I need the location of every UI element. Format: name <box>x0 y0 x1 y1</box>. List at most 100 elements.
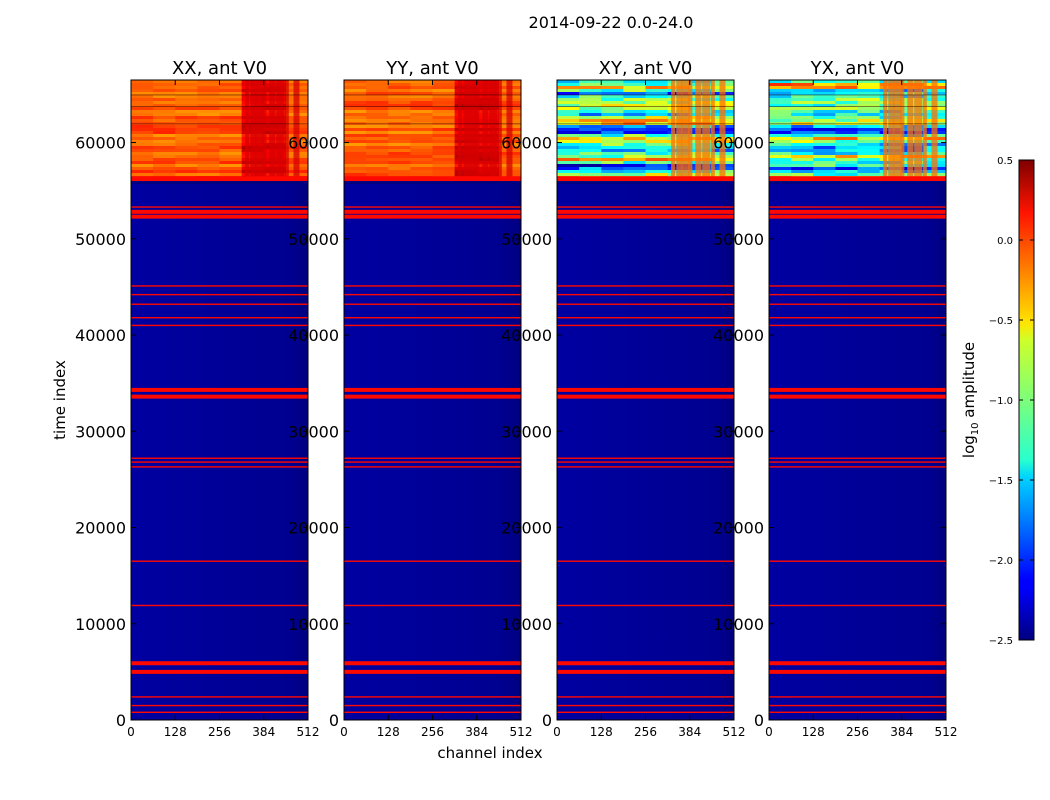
flag-line <box>131 214 308 219</box>
flag-line <box>344 696 521 698</box>
y-tick-label: 50000 <box>501 230 552 249</box>
colorbar-tick-label: 0.0 <box>997 236 1013 247</box>
flag-line <box>557 661 734 666</box>
x-tick-label: 512 <box>510 725 533 739</box>
flag-line <box>769 285 946 287</box>
flag-line <box>344 387 521 392</box>
x-tick-label: 384 <box>465 725 488 739</box>
panel-title: YX, ant V0 <box>810 58 905 79</box>
flag-line <box>131 176 308 182</box>
flag-line <box>769 661 946 666</box>
y-tick-label: 50000 <box>288 230 339 249</box>
flag-line <box>131 661 308 666</box>
x-tick-label: 512 <box>297 725 320 739</box>
flag-line <box>344 303 521 305</box>
flag-line <box>769 303 946 305</box>
y-tick-label: 40000 <box>75 326 126 345</box>
flag-line <box>131 560 308 562</box>
flag-line <box>769 560 946 562</box>
rfi-stripe <box>255 80 264 182</box>
x-tick-label: 512 <box>935 725 958 739</box>
rfi-stripe <box>458 80 463 182</box>
flag-line <box>131 669 308 674</box>
flag-line <box>557 604 734 607</box>
y-tick-label: 60000 <box>713 134 764 153</box>
flag-line <box>131 711 308 714</box>
y-tick-label: 0 <box>116 711 126 730</box>
rfi-stripe <box>284 80 289 182</box>
y-tick-label: 20000 <box>713 519 764 538</box>
y-tick-label: 40000 <box>288 326 339 345</box>
colorbar-label-rest: amplitude <box>960 342 978 423</box>
flag-line <box>131 604 308 607</box>
rfi-stripe <box>681 80 690 182</box>
flag-line <box>557 293 734 296</box>
rfi-stripe <box>497 80 502 182</box>
colorbar-label: log10 amplitude <box>960 342 981 458</box>
y-tick-label: 50000 <box>713 230 764 249</box>
flag-line <box>769 696 946 698</box>
flag-line <box>344 704 521 707</box>
flag-line <box>131 206 308 208</box>
flag-line <box>344 214 521 219</box>
flag-line <box>344 206 521 208</box>
flag-line <box>557 461 734 463</box>
band-edge <box>769 181 946 185</box>
y-tick-label: 30000 <box>713 422 764 441</box>
rfi-stripe <box>468 80 477 182</box>
flag-line <box>769 669 946 674</box>
flag-line <box>344 560 521 562</box>
flag-line <box>769 394 946 399</box>
flag-line <box>131 303 308 305</box>
x-tick-label: 512 <box>723 725 746 739</box>
panel-1: XX, ant V0 0 128 256 384 512 0 10000 20000 30000 4… <box>75 58 319 739</box>
panel-2: YY, ant V0 0 128 256 384 512 0 10000 20000 30000 4… <box>288 58 532 739</box>
y-tick-label: 0 <box>542 711 552 730</box>
flag-line <box>769 293 946 296</box>
rfi-stripe <box>883 80 888 182</box>
flag-line <box>344 176 521 182</box>
x-tick-label: 0 <box>340 725 348 739</box>
flag-line <box>131 317 308 319</box>
flag-line <box>344 317 521 319</box>
rfi-stripe <box>695 80 702 182</box>
panels-group: XX, ant V0 0 128 256 384 512 0 10000 20000 30000 4… <box>75 58 957 739</box>
flag-line <box>769 317 946 319</box>
flag-line <box>344 324 521 327</box>
flag-line <box>769 461 946 463</box>
x-tick-label: 0 <box>553 725 561 739</box>
flag-line <box>131 461 308 463</box>
x-tick-label: 384 <box>678 725 701 739</box>
y-tick-label: 20000 <box>501 519 552 538</box>
y-tick-label: 60000 <box>75 134 126 153</box>
colorbar-label-log: log <box>960 435 978 458</box>
rfi-stripe <box>245 80 250 182</box>
x-axis-label: channel index <box>437 744 542 762</box>
rfi-stripe <box>676 80 683 182</box>
flag-line <box>131 285 308 287</box>
panel-title: YY, ant V0 <box>385 58 478 79</box>
flag-line <box>769 711 946 714</box>
flag-line <box>344 711 521 714</box>
flag-line <box>557 387 734 392</box>
y-tick-label: 40000 <box>713 326 764 345</box>
y-tick-label: 60000 <box>501 134 552 153</box>
flag-line <box>131 324 308 327</box>
rfi-stripe <box>482 80 489 182</box>
flag-line <box>557 303 734 305</box>
flag-line <box>344 461 521 463</box>
heatmap-background <box>344 80 521 720</box>
rfi-stripe <box>710 80 715 182</box>
rfi-stripe <box>276 80 285 182</box>
flag-line <box>131 387 308 392</box>
rfi-stripe <box>463 80 470 182</box>
x-tick-label: 256 <box>208 725 231 739</box>
heatmap-high-band <box>769 80 947 183</box>
flag-line <box>557 704 734 707</box>
y-tick-label: 10000 <box>75 615 126 634</box>
colorbar-tick-label: −0.5 <box>989 316 1013 327</box>
rfi-stripe <box>671 80 676 182</box>
flag-line <box>344 285 521 287</box>
flag-line <box>769 209 946 214</box>
colorbar-tick-label: −1.5 <box>989 476 1013 487</box>
